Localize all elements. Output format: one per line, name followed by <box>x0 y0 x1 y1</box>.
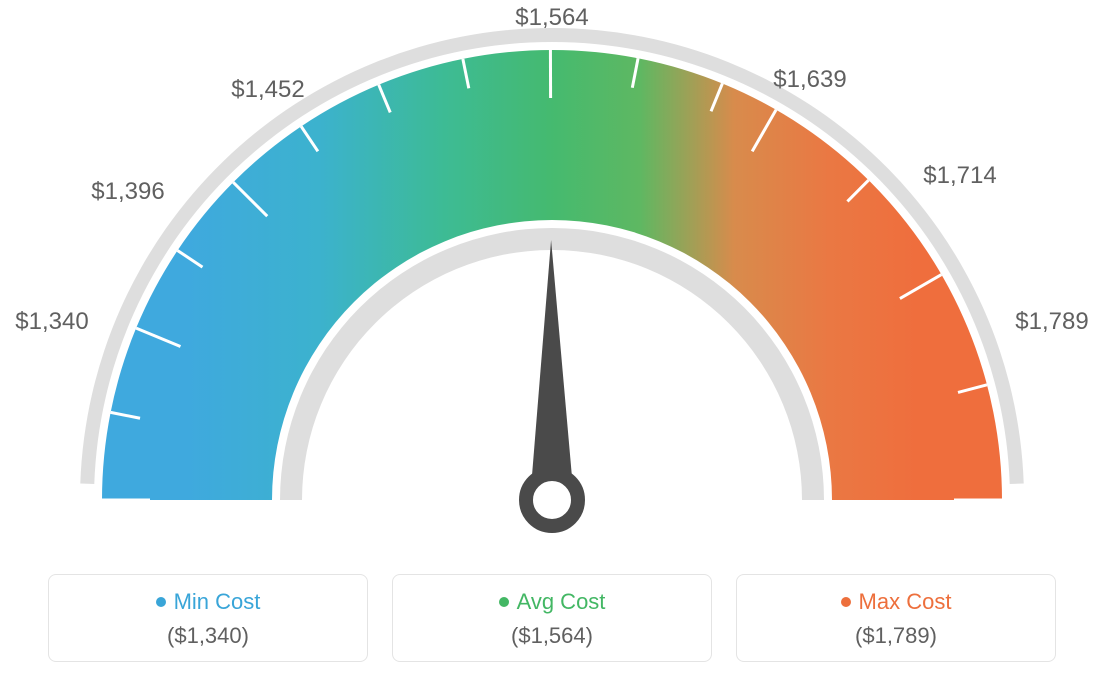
legend-row: Min Cost ($1,340) Avg Cost ($1,564) Max … <box>48 574 1056 662</box>
gauge-tick-label: $1,340 <box>15 308 88 336</box>
legend-title-avg: Avg Cost <box>517 589 606 615</box>
legend-value-min: ($1,340) <box>59 623 357 649</box>
legend-dot-min <box>156 597 166 607</box>
legend-dot-max <box>841 597 851 607</box>
gauge-tick-label: $1,452 <box>231 76 304 104</box>
gauge-tick-label: $1,714 <box>923 162 996 190</box>
gauge-tick-label: $1,396 <box>91 178 164 206</box>
legend-card-avg: Avg Cost ($1,564) <box>392 574 712 662</box>
cost-gauge-container: $1,340 $1,396 $1,452 $1,564 $1,639 $1,714 $1,7… <box>0 0 1104 690</box>
gauge-tick-label: $1,564 <box>515 4 588 32</box>
legend-value-max: ($1,789) <box>747 623 1045 649</box>
legend-title-min: Min Cost <box>174 589 261 615</box>
legend-dot-avg <box>499 597 509 607</box>
legend-value-avg: ($1,564) <box>403 623 701 649</box>
gauge-tick-label: $1,639 <box>773 66 846 94</box>
gauge-tick-label: $1,789 <box>1015 308 1088 336</box>
gauge-chart: $1,340 $1,396 $1,452 $1,564 $1,639 $1,714 $1,7… <box>0 0 1104 560</box>
legend-title-max: Max Cost <box>859 589 952 615</box>
legend-card-max: Max Cost ($1,789) <box>736 574 1056 662</box>
legend-card-min: Min Cost ($1,340) <box>48 574 368 662</box>
